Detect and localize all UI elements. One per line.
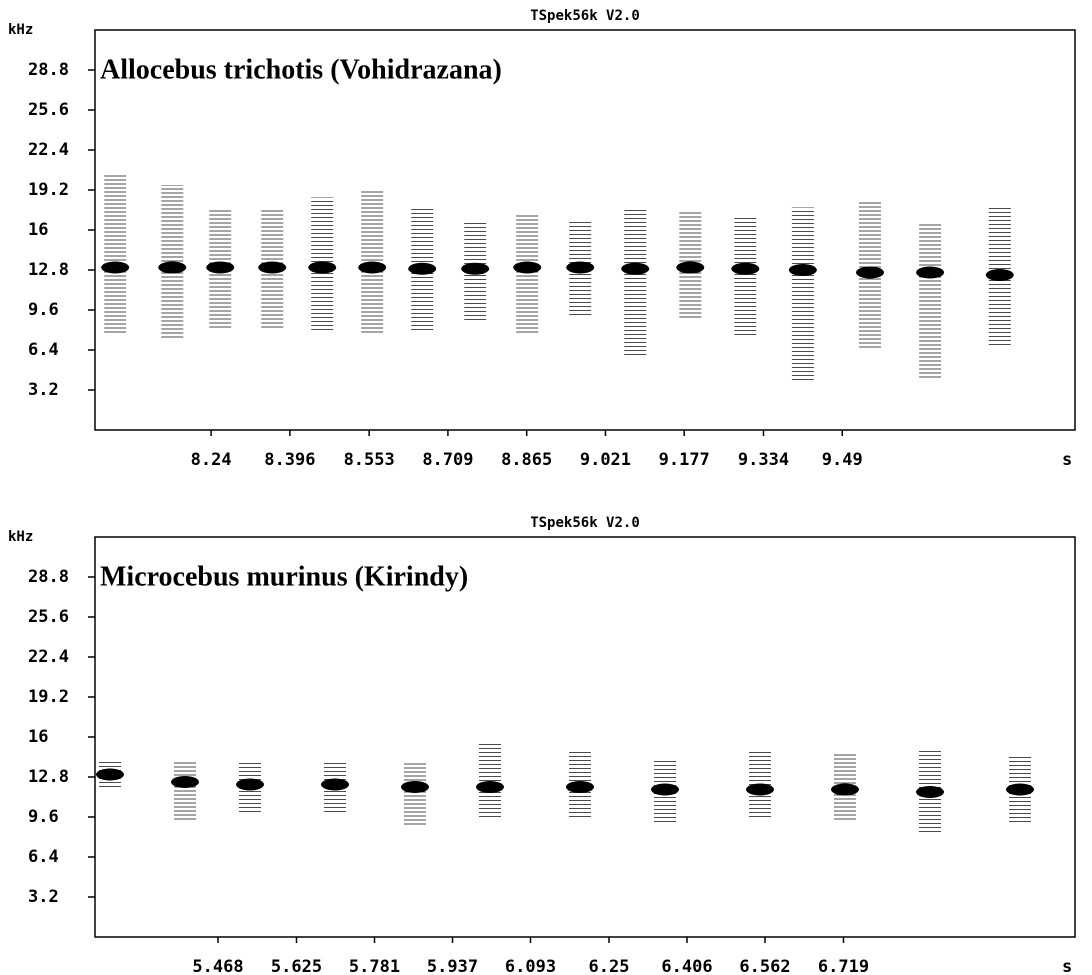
- x-tick-label: 9.021: [580, 450, 631, 470]
- y-axis-label: kHz: [8, 529, 33, 545]
- y-tick-label: 12.8: [28, 260, 69, 280]
- call-peak: [236, 778, 264, 791]
- y-tick-label: 16: [28, 220, 48, 240]
- call-peak: [321, 778, 349, 791]
- call-peak: [1006, 783, 1034, 796]
- call-peak: [476, 781, 504, 793]
- call-peak: [831, 783, 859, 796]
- call-peak: [916, 786, 944, 798]
- call-peak: [621, 262, 650, 275]
- x-tick-label: 5.781: [349, 957, 400, 975]
- call-peak: [401, 781, 429, 793]
- x-tick-label: 6.25: [589, 957, 630, 975]
- y-tick-label: 6.4: [28, 847, 59, 867]
- call-peak: [731, 262, 760, 275]
- x-tick-label: 8.709: [422, 450, 473, 470]
- call-peak: [171, 776, 199, 788]
- call-peak: [566, 781, 594, 793]
- call-peak: [651, 783, 679, 796]
- y-tick-label: 6.4: [28, 340, 59, 360]
- call-peak: [258, 261, 287, 274]
- call-peak: [566, 261, 595, 274]
- annotation: Allocebus trichotis (Vohidrazana): [100, 54, 502, 85]
- call-peak: [206, 261, 235, 274]
- x-tick-label: 8.396: [264, 450, 315, 470]
- call-peak: [513, 261, 542, 274]
- call-peak: [985, 269, 1014, 281]
- call-peak: [408, 262, 437, 275]
- y-tick-label: 28.8: [28, 567, 69, 587]
- call-peak: [676, 261, 705, 274]
- call-peak: [101, 261, 130, 274]
- x-tick-label: 6.719: [818, 957, 869, 975]
- y-tick-label: 9.6: [28, 807, 59, 827]
- annotation: Microcebus murinus (Kirindy): [100, 561, 468, 592]
- y-tick-label: 25.6: [28, 100, 69, 120]
- x-tick-label: 6.406: [661, 957, 712, 975]
- x-tick-label: 9.177: [659, 450, 710, 470]
- x-tick-label: 5.937: [427, 957, 478, 975]
- call-peak: [96, 768, 124, 781]
- call-peak: [856, 266, 885, 279]
- y-tick-label: 28.8: [28, 60, 69, 80]
- chart-title: TSpek56k V2.0: [530, 515, 640, 531]
- y-tick-label: 16: [28, 727, 48, 747]
- y-tick-label: 19.2: [28, 180, 69, 200]
- call-peak: [461, 262, 490, 275]
- y-axis-label: kHz: [8, 22, 33, 38]
- plot-frame: [94, 536, 1076, 938]
- x-axis-label: s: [1062, 450, 1072, 470]
- chart-title: TSpek56k V2.0: [530, 8, 640, 24]
- call-peak: [916, 266, 945, 279]
- call-peak: [746, 783, 774, 796]
- y-tick-label: 22.4: [28, 647, 69, 667]
- call-peak: [308, 261, 337, 274]
- y-tick-label: 22.4: [28, 140, 69, 160]
- x-tick-label: 9.49: [822, 450, 863, 470]
- y-tick-label: 25.6: [28, 607, 69, 627]
- y-tick-label: 3.2: [28, 380, 59, 400]
- call-peak: [158, 261, 187, 274]
- y-tick-label: 12.8: [28, 767, 69, 787]
- y-tick-label: 19.2: [28, 687, 69, 707]
- x-tick-label: 8.865: [501, 450, 552, 470]
- x-axis-label: s: [1062, 957, 1072, 975]
- x-tick-label: 9.334: [738, 450, 789, 470]
- x-tick-label: 8.553: [344, 450, 395, 470]
- call-peak: [358, 261, 387, 274]
- x-tick-label: 5.468: [192, 957, 243, 975]
- x-tick-label: 6.093: [505, 957, 556, 975]
- x-tick-label: 8.24: [191, 450, 232, 470]
- call-peak: [788, 264, 817, 276]
- y-tick-label: 3.2: [28, 887, 59, 907]
- x-tick-label: 6.562: [739, 957, 790, 975]
- y-tick-label: 9.6: [28, 300, 59, 320]
- x-tick-label: 5.625: [271, 957, 322, 975]
